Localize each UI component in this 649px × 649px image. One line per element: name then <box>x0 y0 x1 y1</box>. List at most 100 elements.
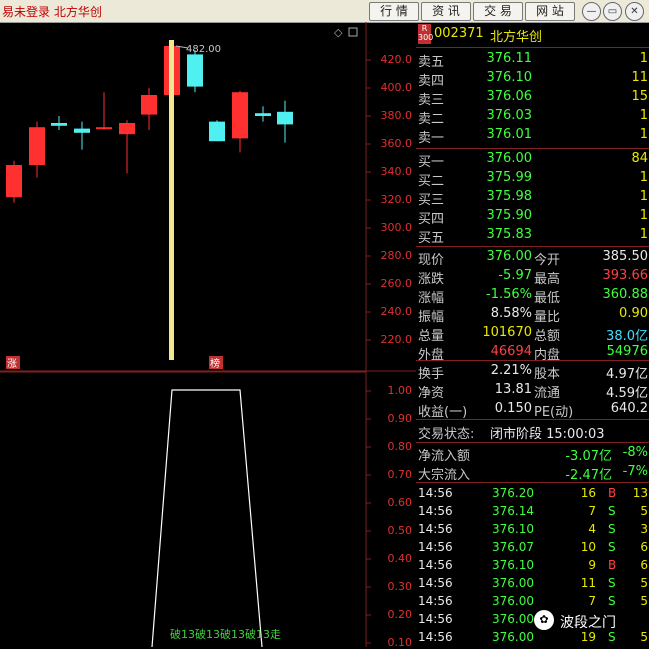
ask-price: 376.01 <box>486 127 533 142</box>
tick-time: 14:56 <box>418 612 453 626</box>
tick-price: 376.00 <box>492 576 534 590</box>
window-title: 易未登录 北方华创 <box>2 5 102 19</box>
price-ticks <box>366 59 371 341</box>
news-button[interactable]: 资 讯 <box>421 2 471 21</box>
indicator-line <box>151 389 263 647</box>
price-label: 300.0 <box>380 221 413 234</box>
tick-row: 14:56 376.20 16 B 13 <box>416 485 649 503</box>
tick-volume: 16 <box>580 486 596 500</box>
tick-time: 14:56 <box>418 576 453 590</box>
tick-price: 376.20 <box>492 486 534 500</box>
stat-value: 38.0亿 <box>606 329 648 344</box>
stat-row: 振幅 8.58% 量比 0.90 <box>416 305 649 325</box>
market-badge: R 300 <box>418 24 434 44</box>
trade-button[interactable]: 交 易 <box>473 2 523 21</box>
tick-price: 376.14 <box>492 504 534 518</box>
stock-name: 北方华创 <box>490 30 543 45</box>
quote-panel: R 300 002371 北方华创 卖五 376.11 1 卖四 376.10 11 卖三 37… <box>416 22 649 647</box>
quote-button[interactable]: 行 情 <box>369 2 419 21</box>
bang-marker-bg <box>209 356 223 369</box>
close-icon[interactable]: ✕ <box>625 2 644 21</box>
kline-chart[interactable]: 482.00 ◇ 涨 榜 破13破13破13破13走 <box>0 22 416 647</box>
indicator-label: 0.10 <box>387 636 413 649</box>
ask-label: 卖二 <box>418 112 445 127</box>
flow-value: -2.47亿 <box>565 468 612 483</box>
tick-volume: 10 <box>580 540 596 554</box>
stat-label: 内盘 <box>534 348 561 363</box>
candle-body <box>232 92 248 139</box>
indicator-label: 0.30 <box>387 580 413 593</box>
stat-row: 净资 13.81 流通 4.59亿 <box>416 381 649 401</box>
price-label: 380.0 <box>380 109 413 122</box>
limit-up-highlight <box>169 40 174 360</box>
tick-volume: 7 <box>588 504 596 518</box>
candle-body <box>277 111 293 125</box>
peak-label: 482.00 <box>186 44 221 55</box>
tick-price: 376.00 <box>492 630 534 644</box>
stat-row: 换手 2.21% 股本 4.97亿 <box>416 362 649 382</box>
tick-row: 14:56 376.14 7 S 5 <box>416 503 649 521</box>
flow-pct: -7% <box>622 464 648 479</box>
candle-body <box>255 113 271 116</box>
tick-row: 14:56 376.00 19 S 5 <box>416 629 649 647</box>
ask-volume: 1 <box>639 108 648 123</box>
tick-volume: 4 <box>588 522 596 536</box>
stat-value: 393.66 <box>602 268 649 283</box>
bid-label: 买一 <box>418 155 445 170</box>
candle-body <box>119 123 135 135</box>
stat-value: 2.21% <box>490 363 532 378</box>
website-button[interactable]: 网 站 <box>525 2 575 21</box>
candle-body <box>6 165 22 198</box>
zhang-marker: 涨 <box>7 358 17 370</box>
bid-price: 376.00 <box>486 151 533 166</box>
indicator-label: 1.00 <box>387 384 413 397</box>
tick-time: 14:56 <box>418 504 453 518</box>
stat-value: 54976 <box>606 344 648 359</box>
ask-row: 卖一 376.01 1 <box>416 126 649 146</box>
ask-row: 卖二 376.03 1 <box>416 107 649 127</box>
tick-side: B <box>608 486 617 500</box>
candle-body <box>141 95 157 115</box>
bid-label: 买四 <box>418 212 445 227</box>
stat-label: 振幅 <box>418 310 445 325</box>
stat-label: 外盘 <box>418 348 445 363</box>
tick-row: 14:56 376.10 9 B 6 <box>416 557 649 575</box>
restore-icon[interactable]: ▭ <box>603 2 622 21</box>
stat-row: 涨幅 -1.56% 最低 360.88 <box>416 286 649 306</box>
tick-count: 13 <box>632 486 648 500</box>
stat-label: 量比 <box>534 310 561 325</box>
tick-side: S <box>608 504 616 518</box>
stat-value: 101670 <box>482 325 532 340</box>
tick-row: 14:56 376.00 <box>416 611 649 629</box>
stat-value: -1.56% <box>486 287 532 302</box>
tick-time: 14:56 <box>418 486 453 500</box>
tick-price: 376.00 <box>492 594 534 608</box>
bid-row: 买三 375.98 1 <box>416 188 649 208</box>
tick-price: 376.07 <box>492 540 534 554</box>
ask-volume: 15 <box>631 89 648 104</box>
candle-body <box>51 123 67 126</box>
bid-row: 买五 375.83 1 <box>416 226 649 246</box>
stat-value: 360.88 <box>602 287 649 302</box>
stat-value: 46694 <box>490 344 532 359</box>
bid-row: 买二 375.99 1 <box>416 169 649 189</box>
indicator-signal-text: 破13破13破13破13走 <box>170 627 281 641</box>
candles <box>6 43 293 203</box>
tick-count: 3 <box>640 522 648 536</box>
stat-value: 640.2 <box>610 401 648 416</box>
flow-label: 大宗流入 <box>418 468 471 483</box>
stat-row: 涨跌 -5.97 最高 393.66 <box>416 267 649 287</box>
tick-volume: 19 <box>580 630 596 644</box>
tick-volume: 9 <box>588 558 596 572</box>
indicator-label: 0.40 <box>387 552 413 565</box>
tick-count: 6 <box>640 558 648 572</box>
flow-row: 净流入额 -3.07亿 -8% <box>416 444 649 464</box>
minimize-icon[interactable]: — <box>582 2 601 21</box>
tick-side: B <box>608 558 617 572</box>
tick-price: 376.00 <box>492 612 534 626</box>
wechat-icon: ✿ <box>534 610 554 630</box>
ask-row: 卖五 376.11 1 <box>416 50 649 70</box>
stat-value: 8.58% <box>490 306 532 321</box>
ask-row: 卖三 376.06 15 <box>416 88 649 108</box>
price-label: 400.0 <box>380 81 413 94</box>
